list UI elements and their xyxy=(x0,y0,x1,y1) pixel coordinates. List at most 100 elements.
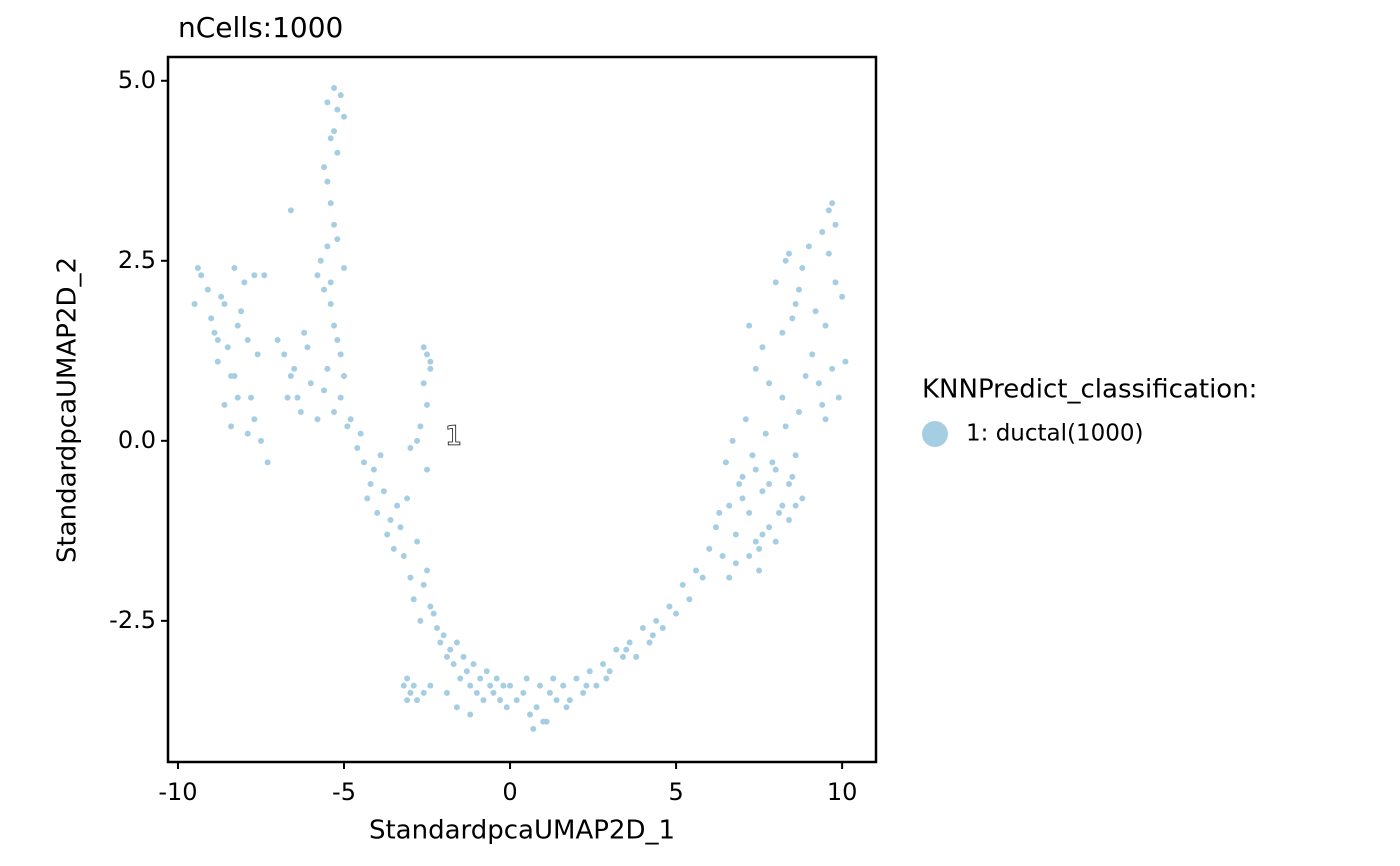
point xyxy=(563,704,570,711)
point xyxy=(224,344,231,351)
point xyxy=(742,416,749,423)
point xyxy=(221,401,228,408)
point xyxy=(726,574,733,581)
point xyxy=(414,697,421,704)
point xyxy=(756,545,763,552)
point xyxy=(819,401,826,408)
point xyxy=(427,603,434,610)
point xyxy=(324,99,331,106)
point xyxy=(387,517,394,524)
point xyxy=(812,308,819,315)
point xyxy=(324,365,331,372)
point xyxy=(649,632,656,639)
point xyxy=(433,625,440,632)
point xyxy=(732,560,739,567)
point xyxy=(526,711,533,718)
point xyxy=(427,365,434,372)
point xyxy=(493,675,500,682)
y-tick-label: 0.0 xyxy=(118,426,156,454)
point xyxy=(507,682,514,689)
point xyxy=(251,272,258,279)
point xyxy=(653,617,660,624)
point xyxy=(789,315,796,322)
point xyxy=(560,682,567,689)
point xyxy=(769,459,776,466)
point xyxy=(231,373,238,380)
point xyxy=(633,653,640,660)
plot-frame xyxy=(166,55,878,764)
point xyxy=(839,293,846,300)
point xyxy=(407,574,414,581)
point xyxy=(779,502,786,509)
point xyxy=(208,315,215,322)
point xyxy=(447,646,454,653)
point xyxy=(334,337,341,344)
point xyxy=(341,373,348,380)
point xyxy=(314,416,321,423)
point xyxy=(835,394,842,401)
point xyxy=(822,322,829,329)
point xyxy=(241,279,248,286)
chart-title: nCells:1000 xyxy=(178,11,343,44)
point xyxy=(281,351,288,358)
point xyxy=(377,452,384,459)
point xyxy=(623,646,630,653)
point xyxy=(198,272,205,279)
point xyxy=(341,264,348,271)
x-tick-label: -5 xyxy=(332,778,356,806)
point xyxy=(779,394,786,401)
x-tick-label: 10 xyxy=(827,778,858,806)
point xyxy=(194,264,201,271)
point xyxy=(829,200,836,207)
point xyxy=(613,646,620,653)
point xyxy=(746,322,753,329)
point xyxy=(467,711,474,718)
point xyxy=(301,329,308,336)
point xyxy=(772,538,779,545)
point xyxy=(321,286,328,293)
point xyxy=(214,337,221,344)
point xyxy=(261,272,268,279)
point xyxy=(566,697,573,704)
point xyxy=(404,675,411,682)
point xyxy=(550,675,557,682)
point xyxy=(327,279,334,286)
point xyxy=(785,481,792,488)
point xyxy=(463,668,470,675)
point xyxy=(782,257,789,264)
point xyxy=(530,725,537,732)
legend-swatch xyxy=(922,421,948,447)
point xyxy=(248,394,255,401)
point xyxy=(204,286,211,293)
point xyxy=(473,689,480,696)
point xyxy=(420,689,427,696)
point xyxy=(238,308,245,315)
point xyxy=(327,200,334,207)
point xyxy=(334,236,341,243)
point xyxy=(543,718,550,725)
point xyxy=(809,351,816,358)
point xyxy=(792,452,799,459)
point xyxy=(211,329,218,336)
point xyxy=(639,625,646,632)
point xyxy=(304,344,311,351)
point xyxy=(417,617,424,624)
point xyxy=(600,661,607,668)
point xyxy=(420,581,427,588)
point xyxy=(424,401,431,408)
point xyxy=(586,668,593,675)
point xyxy=(802,373,809,380)
point xyxy=(410,596,417,603)
point xyxy=(234,322,241,329)
point xyxy=(457,675,464,682)
point xyxy=(606,668,613,675)
point xyxy=(344,423,351,430)
point xyxy=(759,488,766,495)
point xyxy=(430,610,437,617)
point xyxy=(380,488,387,495)
point xyxy=(404,495,411,502)
point xyxy=(450,661,457,668)
point xyxy=(659,625,666,632)
point xyxy=(593,682,600,689)
point xyxy=(414,437,421,444)
